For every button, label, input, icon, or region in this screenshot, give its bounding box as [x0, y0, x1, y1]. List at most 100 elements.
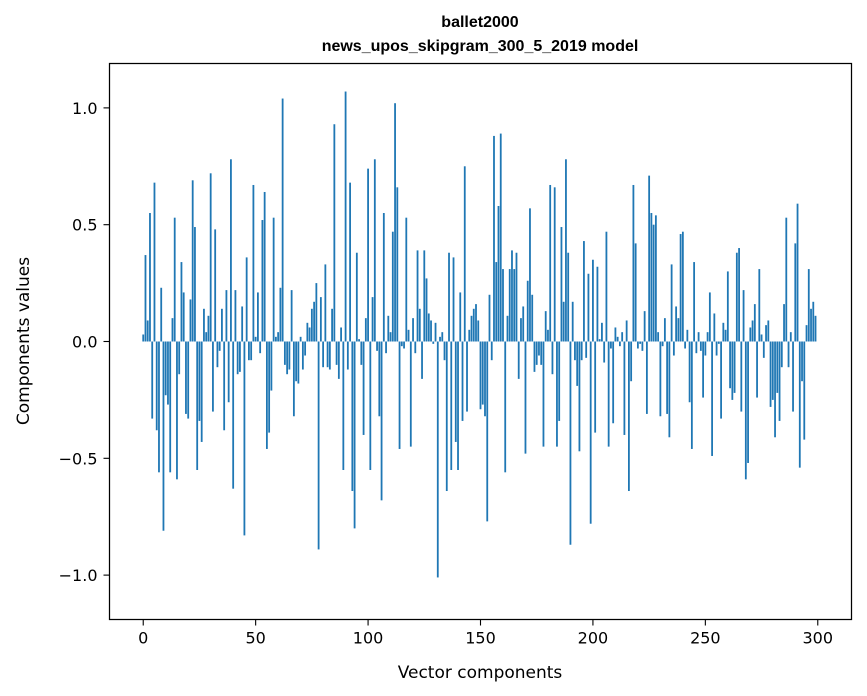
- bar: [371, 297, 374, 342]
- bar: [378, 341, 381, 417]
- bar: [353, 341, 356, 529]
- bar: [144, 255, 147, 342]
- bar: [225, 290, 228, 342]
- bar: [185, 341, 187, 414]
- bar: [565, 159, 567, 342]
- bar: [639, 341, 642, 344]
- bar: [403, 341, 405, 349]
- bar: [592, 259, 594, 342]
- bar: [583, 241, 585, 342]
- bar: [236, 341, 239, 375]
- x-tick-label: 0: [138, 629, 148, 648]
- bar: [603, 341, 606, 363]
- bar: [346, 341, 349, 370]
- bar: [310, 308, 313, 342]
- bar: [479, 341, 482, 410]
- bar: [762, 341, 765, 358]
- bar: [499, 133, 502, 342]
- bar: [209, 173, 212, 342]
- bar: [729, 341, 731, 389]
- bar: [758, 269, 761, 342]
- bar: [335, 341, 338, 365]
- bar: [630, 341, 633, 382]
- bar: [789, 332, 792, 342]
- bar: [769, 341, 772, 407]
- bar: [753, 304, 756, 342]
- bar: [176, 341, 178, 480]
- bar: [794, 243, 797, 342]
- bar: [650, 213, 653, 342]
- bar: [194, 227, 196, 342]
- bar: [774, 341, 776, 438]
- bar: [241, 306, 244, 342]
- bar: [522, 306, 525, 342]
- bar: [432, 341, 435, 344]
- x-tick-label: 200: [578, 629, 609, 648]
- bar: [468, 329, 471, 342]
- bar: [681, 231, 684, 342]
- bar: [342, 341, 345, 470]
- chart-subtitle: news_upos_skipgram_300_5_2019 model: [322, 38, 639, 55]
- bar: [490, 341, 493, 361]
- bar: [641, 341, 644, 351]
- bar: [450, 341, 453, 470]
- bar: [430, 320, 432, 342]
- y-tick-label: 0.5: [72, 216, 97, 235]
- chart-title: ballet2000: [441, 14, 518, 31]
- bar: [274, 336, 277, 342]
- bar: [636, 341, 639, 349]
- x-tick-label: 50: [245, 629, 265, 648]
- bar: [747, 341, 749, 463]
- bar: [780, 341, 783, 368]
- bar: [578, 341, 581, 452]
- bar: [221, 308, 223, 342]
- bar: [706, 332, 709, 342]
- bar: [529, 208, 531, 342]
- bar: [448, 252, 450, 342]
- bar: [254, 336, 257, 342]
- bar: [198, 341, 201, 421]
- bar: [587, 273, 590, 342]
- bar: [508, 269, 511, 342]
- bar: [796, 203, 799, 342]
- bar: [234, 290, 237, 342]
- bar: [596, 266, 599, 342]
- bar: [585, 341, 588, 358]
- bar: [810, 308, 812, 342]
- bar: [277, 332, 280, 342]
- bar: [495, 262, 498, 342]
- y-axis-ticks: −1.0 −0.5 0.0 0.5 1.0: [59, 99, 110, 585]
- bar: [744, 341, 747, 480]
- bar: [515, 252, 518, 342]
- bar: [672, 341, 675, 356]
- bar: [328, 341, 331, 370]
- bar: [540, 341, 543, 365]
- bar: [155, 341, 158, 431]
- bar: [524, 341, 527, 454]
- bar: [654, 215, 657, 342]
- bar: [360, 341, 363, 365]
- bar: [297, 341, 300, 384]
- bar: [373, 159, 376, 342]
- bar: [248, 341, 250, 361]
- bar: [434, 322, 437, 342]
- bar: [589, 341, 592, 524]
- bar: [756, 341, 758, 398]
- bar: [645, 341, 648, 414]
- bar: [481, 341, 484, 405]
- bar: [567, 252, 570, 342]
- bar: [203, 308, 205, 342]
- bar: [798, 341, 801, 468]
- bar: [389, 332, 392, 342]
- x-tick-label: 100: [353, 629, 384, 648]
- bar: [290, 290, 293, 342]
- bar: [207, 315, 210, 342]
- y-tick-label: −0.5: [59, 449, 98, 468]
- bar: [549, 184, 552, 342]
- bar: [286, 341, 289, 375]
- bar: [315, 283, 318, 342]
- bar: [560, 227, 563, 342]
- bar: [182, 292, 185, 342]
- bar: [708, 292, 711, 342]
